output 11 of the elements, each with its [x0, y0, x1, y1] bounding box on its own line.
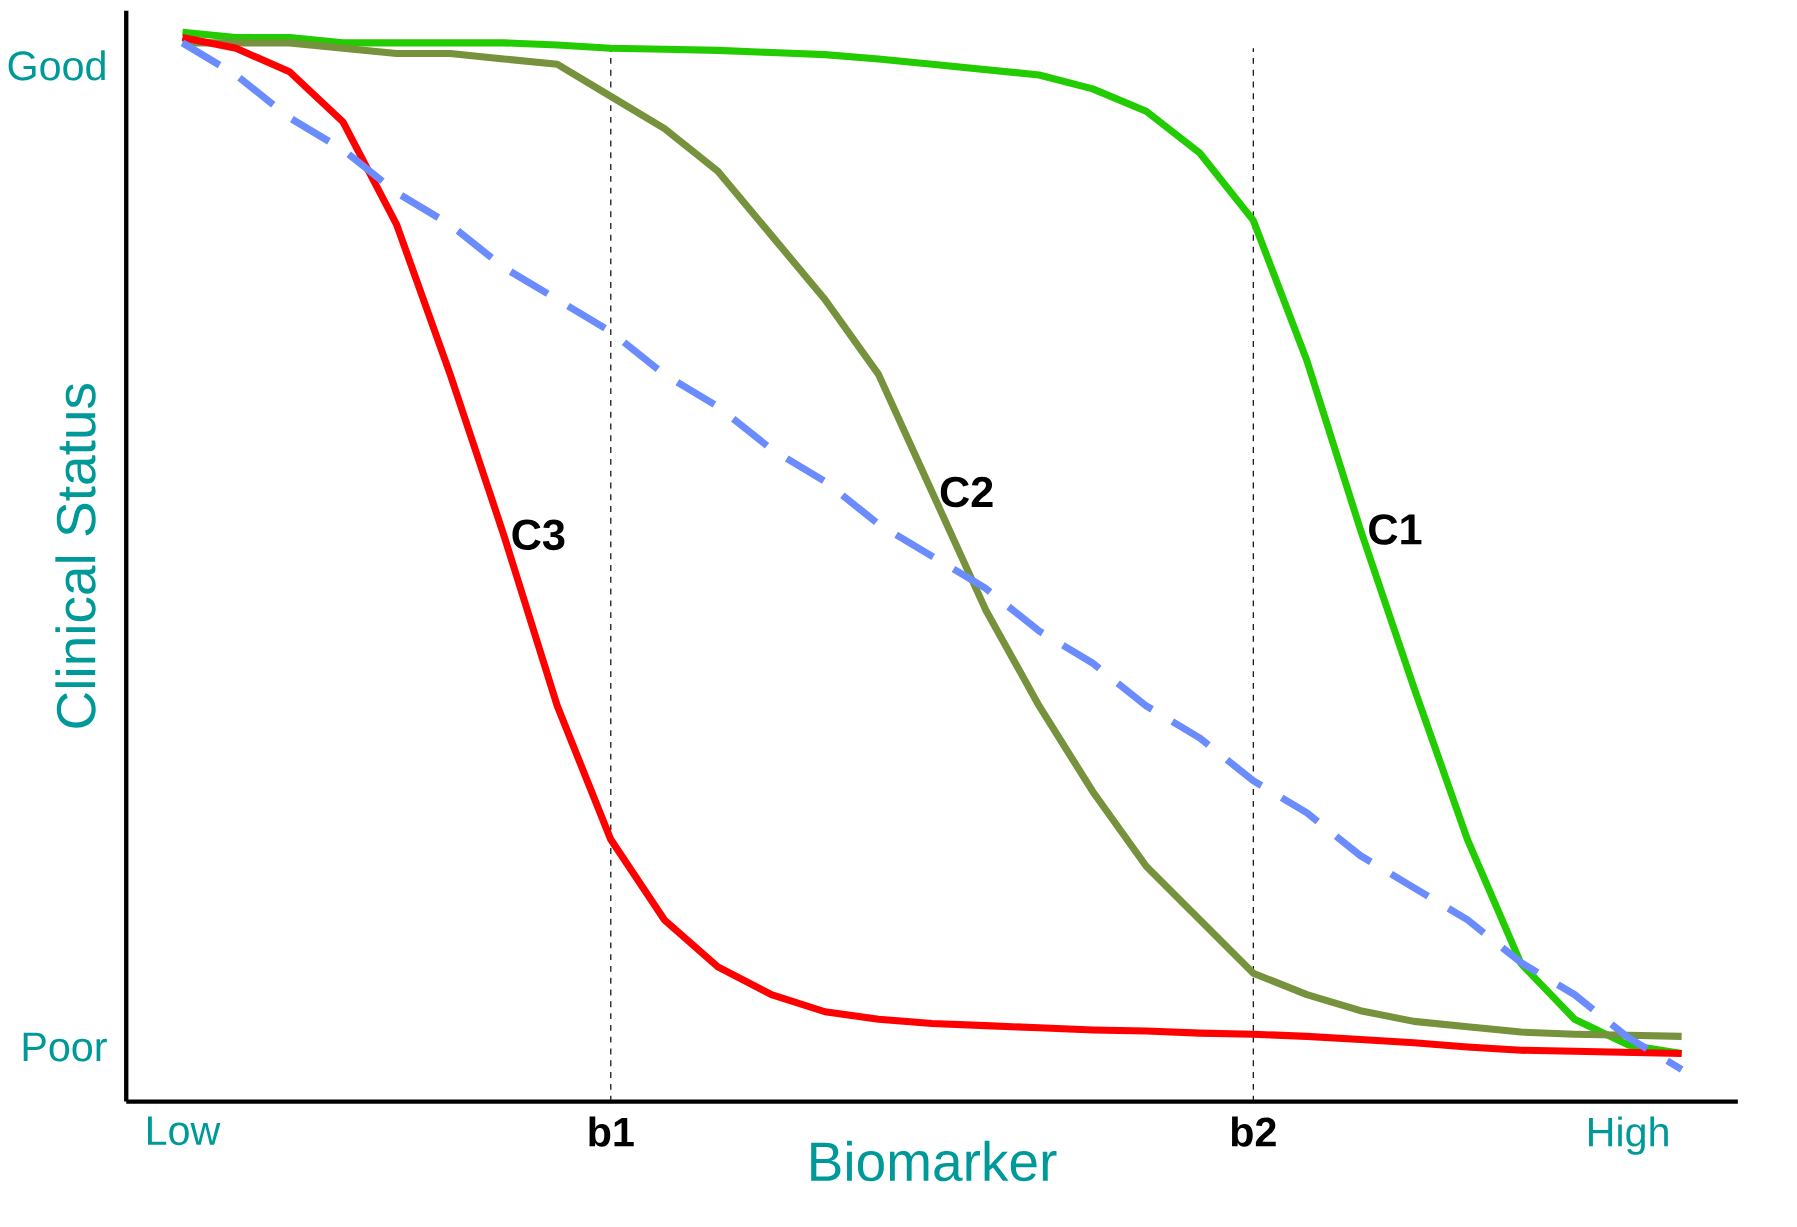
x-tick-label: High — [1589, 1116, 1668, 1155]
series-label: C2 — [940, 476, 993, 508]
x-axis-title: Biomarker — [811, 1140, 1057, 1182]
text: Good — [8, 50, 105, 81]
x-tick-label: b1 — [589, 1116, 634, 1147]
x-tick-label: Low — [148, 1116, 221, 1146]
series-label: C1 — [1369, 513, 1422, 545]
x-tick-label: b2 — [1231, 1116, 1276, 1147]
text: Poor — [23, 1032, 107, 1062]
series-label: C3 — [512, 519, 565, 550]
y-axis-title: Clinical Status — [55, 383, 96, 728]
